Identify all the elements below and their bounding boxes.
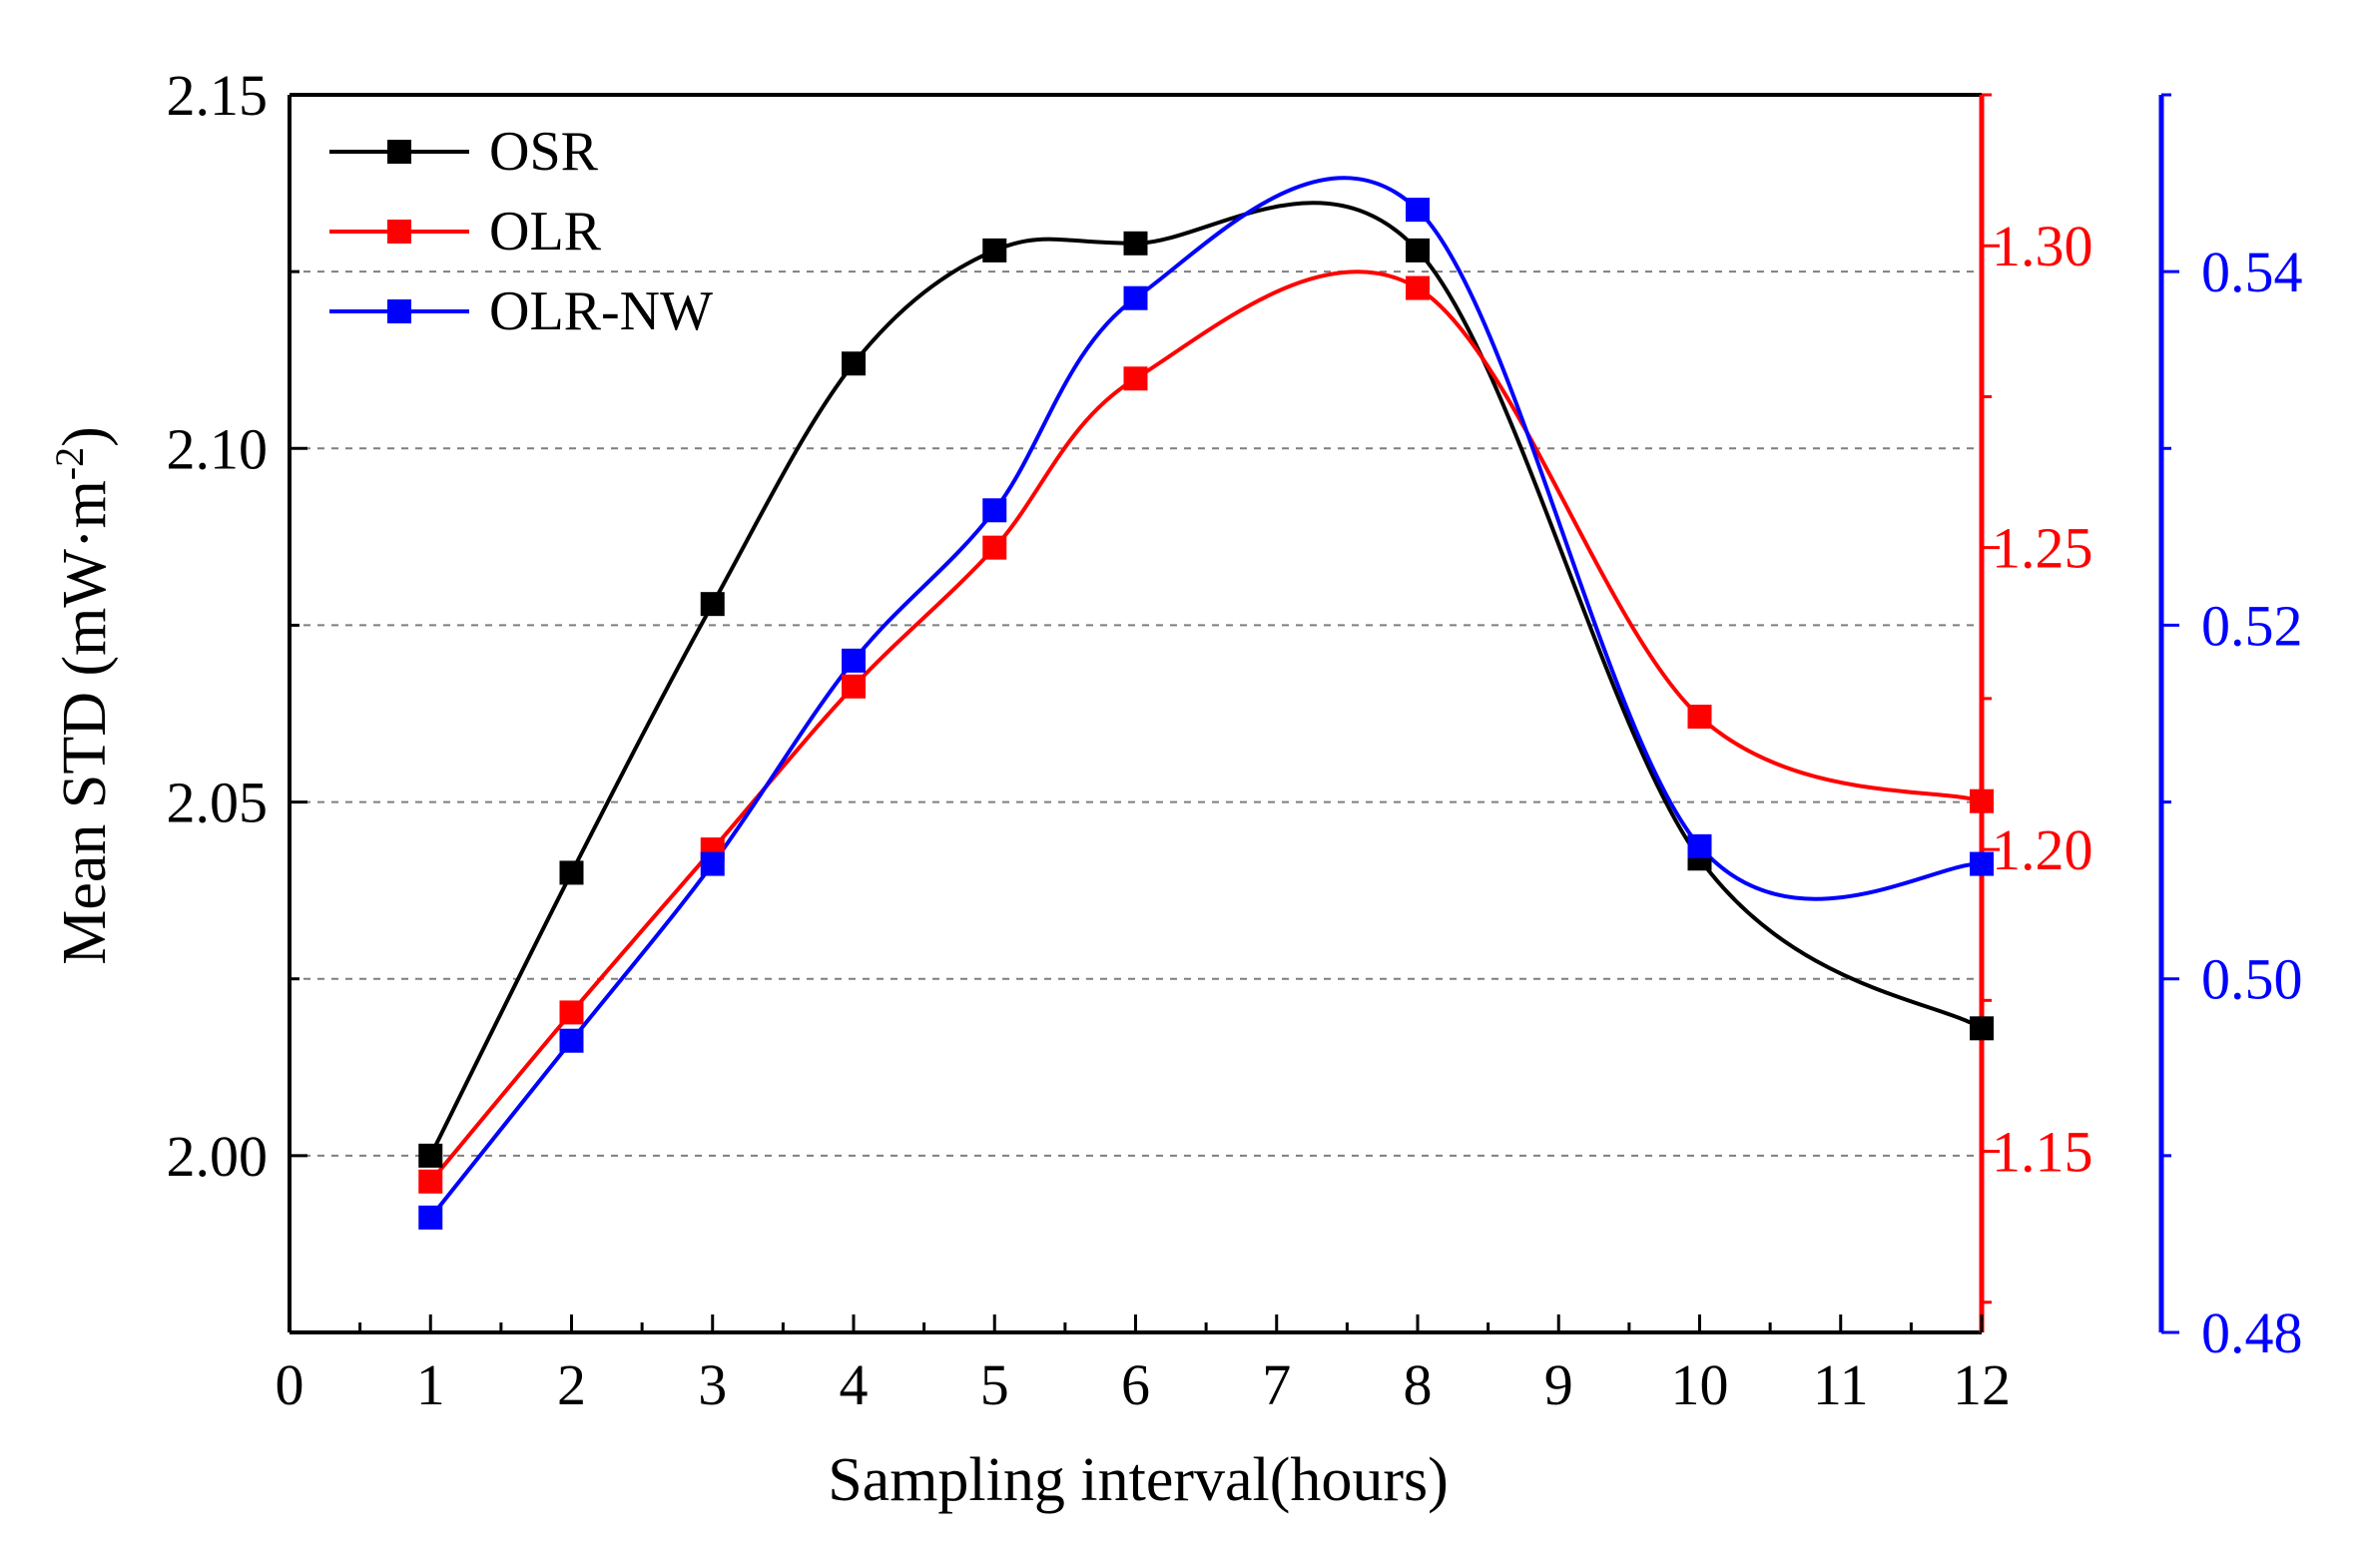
marker-olr-nw xyxy=(1687,833,1712,858)
marker-olr xyxy=(1687,705,1712,730)
marker-olr xyxy=(1406,275,1430,300)
legend-marker-olr-nw xyxy=(387,299,411,323)
right-blue-tick-label: 0.54 xyxy=(2201,240,2303,304)
marker-osr xyxy=(1970,1016,1994,1041)
grid-layer xyxy=(290,270,1982,1157)
marker-olr-nw xyxy=(1970,851,1994,876)
series-line-osr xyxy=(428,201,1984,1157)
marker-olr xyxy=(1123,366,1148,391)
marker-osr xyxy=(842,351,866,376)
x-tick-label: 3 xyxy=(698,1352,727,1417)
marker-olr-nw xyxy=(700,851,725,876)
legend-label-osr: OSR xyxy=(489,121,599,183)
marker-olr-nw xyxy=(1406,198,1430,223)
left-tick-label: 2.00 xyxy=(167,1124,269,1189)
marker-osr xyxy=(559,860,584,885)
marker-olr-nw xyxy=(418,1205,443,1230)
right-blue-tick-label: 0.50 xyxy=(2201,947,2303,1012)
right-blue-tick-label: 0.48 xyxy=(2201,1301,2303,1365)
series-line-olr xyxy=(428,269,1983,1184)
x-tick-label: 2 xyxy=(557,1352,586,1417)
marker-osr xyxy=(700,592,725,617)
y-axis-title: Mean STD (mW·m-2) xyxy=(47,426,119,965)
right-red-tick-label: 1.30 xyxy=(1992,214,2093,278)
x-tick-label: 6 xyxy=(1121,1352,1150,1417)
marker-olr-nw xyxy=(982,498,1007,523)
marker-osr xyxy=(418,1143,443,1168)
right-red-tick-label: 1.20 xyxy=(1992,817,2093,882)
x-tick-label: 9 xyxy=(1544,1352,1573,1417)
x-tick-label: 1 xyxy=(416,1352,445,1417)
marker-osr xyxy=(1406,238,1430,262)
legend-label-olr: OLR xyxy=(489,201,602,262)
x-tick-label: 5 xyxy=(980,1352,1009,1417)
marker-osr xyxy=(982,238,1007,262)
markers-layer xyxy=(418,198,1994,1230)
marker-olr xyxy=(842,674,866,699)
right-blue-tick-label: 0.52 xyxy=(2201,593,2303,658)
legend-label-olr-nw: OLR-NW xyxy=(489,280,713,342)
x-tick-label: 4 xyxy=(840,1352,869,1417)
marker-olr xyxy=(559,1000,584,1025)
marker-olr xyxy=(982,535,1007,560)
legend-marker-olr xyxy=(387,220,411,244)
left-tick-label: 2.05 xyxy=(167,771,269,835)
axes-layer: 0 1 2 3 4 5 6 7 8 9 10 11 122.002.052.102.151.151.20… xyxy=(167,63,2303,1417)
y-axis-title-close: ) xyxy=(51,426,119,447)
legend-marker-osr xyxy=(387,140,411,164)
left-tick-label: 2.10 xyxy=(167,416,269,481)
right-red-tick-label: 1.15 xyxy=(1992,1120,2093,1185)
x-tick-label: 10 xyxy=(1671,1352,1729,1417)
marker-olr-nw xyxy=(842,648,866,673)
y-axis-title-main: Mean STD (mW·m xyxy=(51,480,119,965)
marker-olr xyxy=(418,1169,443,1194)
marker-olr-nw xyxy=(559,1028,584,1053)
labels-layer: Sampling interval(hours) Mean STD (mW·m-… xyxy=(47,426,1449,1514)
legend: OSR OLR OLR-NW xyxy=(329,121,713,342)
x-tick-label: 0 xyxy=(276,1352,304,1417)
series-line-olr-nw xyxy=(428,176,1983,1220)
x-tick-label: 8 xyxy=(1404,1352,1433,1417)
marker-osr xyxy=(1123,231,1148,256)
x-axis-title: Sampling interval(hours) xyxy=(828,1446,1449,1514)
x-tick-label: 11 xyxy=(1813,1352,1869,1417)
marker-olr-nw xyxy=(1123,285,1148,310)
x-tick-label: 7 xyxy=(1262,1352,1291,1417)
x-tick-label: 12 xyxy=(1953,1352,2011,1417)
lines-layer xyxy=(428,176,1984,1220)
left-tick-label: 2.15 xyxy=(167,63,269,128)
marker-olr xyxy=(1970,788,1994,813)
y-axis-title-superscript: -2 xyxy=(47,447,92,480)
right-red-tick-label: 1.25 xyxy=(1992,516,2093,581)
